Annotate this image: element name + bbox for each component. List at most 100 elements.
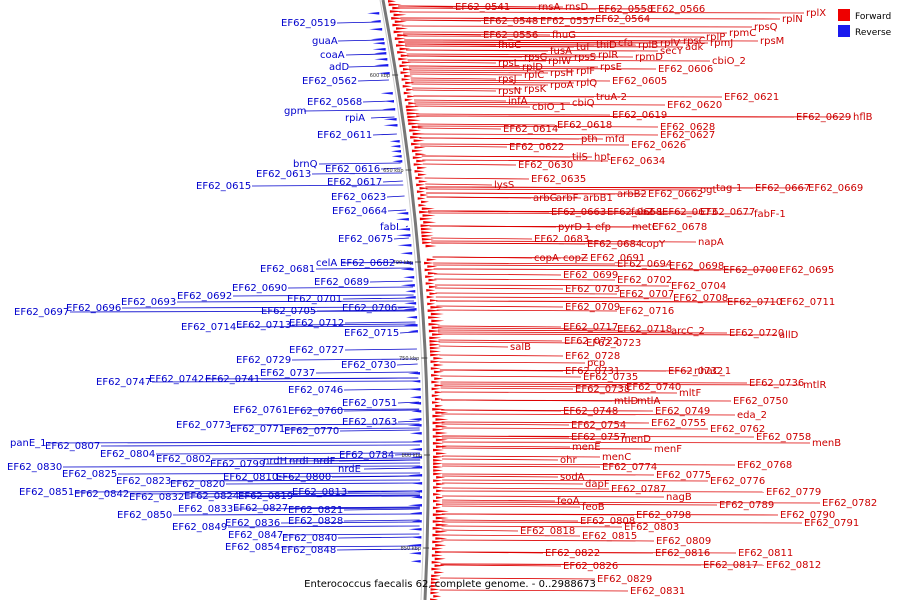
forward-gene-arrow [398, 40, 410, 44]
forward-leader-line [406, 53, 597, 56]
forward-gene-label: EF62_0831 [630, 586, 685, 597]
reverse-leader-line [303, 109, 394, 112]
forward-gene-arrow [425, 244, 437, 248]
forward-gene-arrow [428, 285, 438, 289]
forward-gene-arrow [436, 476, 446, 479]
forward-gene-arrow [433, 595, 442, 598]
forward-leader-line [401, 25, 753, 28]
forward-gene-arrow [426, 289, 436, 292]
forward-gene-label: pyrD-1 [558, 222, 592, 233]
reverse-gene-label: EF62_0714 [181, 322, 236, 333]
reverse-leader-line [369, 280, 413, 283]
backbone-arc-inner [379, 0, 425, 600]
forward-leader-line [404, 43, 637, 46]
forward-gene-label: EF62_0740 [626, 382, 681, 393]
forward-leader-line [399, 11, 805, 14]
forward-gene-label: EF62_0826 [563, 561, 618, 572]
forward-gene-label: copZ [563, 253, 588, 264]
forward-leader-line [422, 163, 517, 166]
forward-gene-label: copY [641, 239, 666, 250]
reverse-leader-line [311, 172, 402, 175]
forward-gene-label: rpsS [574, 52, 596, 63]
forward-leader-line [418, 127, 502, 130]
reverse-gene-label: EF62_0693 [121, 297, 176, 308]
reverse-gene-label: gpm [284, 106, 306, 117]
forward-gene-arrow [435, 425, 448, 428]
forward-leader-line [438, 345, 509, 348]
reverse-gene-arrow [409, 396, 421, 399]
forward-gene-arrow [434, 377, 444, 380]
forward-leader-line [403, 33, 551, 36]
forward-gene-label: EF62_0614 [503, 124, 558, 135]
forward-gene-arrow [430, 581, 440, 584]
forward-gene-arrow [430, 353, 442, 357]
forward-gene-arrow [429, 340, 441, 343]
reverse-gene-arrow [396, 234, 411, 237]
forward-gene-arrow [420, 227, 433, 231]
reverse-gene-arrow [410, 560, 421, 563]
reverse-gene-arrow [390, 145, 401, 148]
forward-gene-label: EF62_0634 [610, 156, 665, 167]
forward-leader-line [429, 225, 651, 228]
forward-gene-label: EF62_0708 [673, 293, 728, 304]
forward-gene-arrow [409, 129, 422, 132]
reverse-leader-line [347, 490, 421, 493]
forward-gene-label: EF62_0812 [766, 560, 821, 571]
forward-gene-arrow [391, 17, 405, 20]
forward-gene-label: EF62_0704 [671, 281, 726, 292]
forward-gene-label: EF62_0556 [483, 30, 538, 41]
reverse-gene-arrow [396, 212, 409, 215]
reverse-gene-arrow [370, 38, 384, 41]
forward-gene-arrow [431, 567, 442, 571]
forward-gene-arrow [428, 278, 438, 282]
forward-leader-line [441, 435, 755, 438]
forward-gene-label: arcC_2 [671, 326, 705, 337]
forward-gene-arrow [424, 268, 435, 272]
reverse-leader-line [171, 479, 421, 482]
forward-gene-arrow [406, 88, 415, 91]
forward-leader-line [433, 262, 616, 265]
forward-leader-line [398, 7, 649, 10]
forward-gene-label: fabF-1 [754, 209, 786, 220]
forward-gene-label: EF62_0558 [598, 4, 653, 15]
forward-gene-arrow [419, 210, 433, 214]
forward-gene-arrow [430, 584, 440, 588]
reverse-gene-label: EF62_0854 [225, 542, 280, 553]
reverse-leader-line [285, 427, 420, 430]
forward-gene-label: EF62_0787 [611, 484, 666, 495]
forward-gene-arrow [413, 163, 424, 166]
forward-gene-label: EF62_0605 [612, 76, 667, 87]
reverse-gene-arrow [411, 440, 422, 443]
forward-gene-label: EF62_0629 [796, 112, 851, 123]
forward-gene-arrow [417, 197, 426, 200]
forward-gene-arrow [432, 428, 445, 431]
forward-gene-arrow [430, 306, 444, 309]
reverse-gene-label: EF62_0562 [302, 76, 357, 87]
forward-gene-arrow [432, 547, 444, 550]
reverse-gene-arrow [409, 512, 422, 515]
forward-gene-arrow [405, 105, 419, 108]
forward-gene-label: rpsQ [754, 22, 778, 33]
forward-leader-line [430, 237, 533, 240]
forward-gene-label: mltF [679, 388, 701, 399]
reverse-gene-arrow [406, 316, 418, 319]
forward-gene-label: EF62_0695 [779, 265, 834, 276]
forward-gene-label: rpsM [760, 36, 784, 47]
reverse-leader-line [337, 536, 420, 539]
reverse-gene-arrow [408, 474, 423, 477]
reverse-leader-line [288, 408, 420, 411]
forward-leader-line [398, 5, 564, 8]
forward-gene-label: EF62_0790 [780, 510, 835, 521]
forward-gene-arrow [435, 544, 447, 547]
forward-leader-line [440, 383, 802, 386]
forward-gene-label: EF62_0628 [660, 122, 715, 133]
forward-gene-arrow [432, 442, 444, 445]
reverse-leader-line [231, 423, 420, 426]
forward-gene-arrow [434, 550, 446, 554]
reverse-leader-line [338, 459, 421, 462]
forward-leader-line [403, 35, 705, 38]
reverse-gene-label: EF62_0737 [260, 368, 315, 379]
forward-gene-arrow [400, 71, 410, 74]
forward-gene-arrow [419, 187, 429, 190]
forward-gene-label: truA-2 [596, 92, 627, 103]
